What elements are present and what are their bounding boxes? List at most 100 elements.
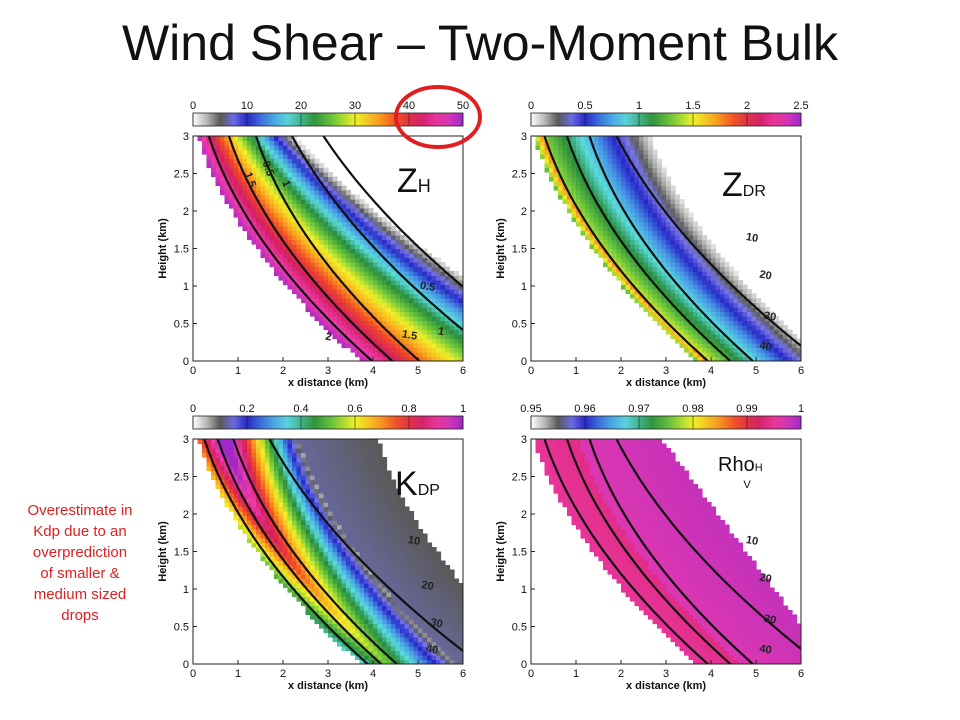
field-cell xyxy=(549,167,555,173)
y-tick-label: 2.5 xyxy=(512,169,527,181)
field-cell xyxy=(724,320,730,326)
field-cell xyxy=(404,542,410,548)
field-cell xyxy=(395,520,401,526)
field-cell xyxy=(395,320,401,326)
variable-label-sub: DR xyxy=(743,183,766,200)
field-cell xyxy=(346,257,352,263)
field-cell xyxy=(391,583,397,589)
field-cell xyxy=(675,311,681,317)
field-cell xyxy=(639,226,645,232)
field-cell xyxy=(283,461,289,467)
field-cell xyxy=(373,356,379,361)
field-cell xyxy=(643,158,649,164)
field-cell xyxy=(332,208,338,214)
field-cell xyxy=(251,538,257,544)
field-cell xyxy=(670,311,676,317)
field-cell xyxy=(301,587,307,593)
field-cell xyxy=(229,488,235,494)
field-cell xyxy=(706,266,712,272)
field-cell xyxy=(350,488,356,494)
field-cell xyxy=(247,470,253,476)
field-cell xyxy=(328,578,334,584)
field-cell xyxy=(377,257,383,263)
field-cell xyxy=(283,190,289,196)
field-cell xyxy=(751,352,757,358)
field-cell xyxy=(247,226,253,232)
field-cell xyxy=(589,244,595,250)
field-cell xyxy=(377,583,383,589)
field-cell xyxy=(391,529,397,535)
field-cell xyxy=(346,226,352,232)
field-cell xyxy=(589,212,595,218)
field-cell xyxy=(355,343,361,349)
field-cell xyxy=(422,352,428,358)
field-cell xyxy=(242,452,248,458)
field-cell xyxy=(422,262,428,268)
field-cell xyxy=(377,497,383,503)
field-cell xyxy=(278,461,284,467)
field-cell xyxy=(346,587,352,593)
field-cell xyxy=(283,511,289,517)
field-cell xyxy=(373,556,379,562)
colorbar xyxy=(192,112,464,127)
field-cell xyxy=(630,235,636,241)
field-cell xyxy=(364,533,370,539)
field-cell xyxy=(715,352,721,358)
field-cell xyxy=(751,316,757,322)
field-cell xyxy=(445,293,451,299)
field-cell xyxy=(607,167,613,173)
field-cell xyxy=(292,592,298,598)
field-cell xyxy=(314,262,320,268)
field-cell xyxy=(449,592,455,598)
field-cell xyxy=(400,628,406,634)
field-cell xyxy=(445,628,451,634)
field-cell xyxy=(386,479,392,485)
field-cell xyxy=(445,347,451,353)
field-cell xyxy=(364,479,370,485)
contour-label: 40 xyxy=(425,643,439,657)
field-cell xyxy=(445,601,451,607)
field-cell xyxy=(337,479,343,485)
field-cell xyxy=(400,655,406,661)
field-cell xyxy=(652,275,658,281)
field-cell xyxy=(269,167,275,173)
field-cell xyxy=(670,212,676,218)
field-cell xyxy=(440,605,446,611)
field-cell xyxy=(395,493,401,499)
field-cell xyxy=(355,614,361,620)
field-cell xyxy=(337,190,343,196)
field-cell xyxy=(711,352,717,358)
field-cell xyxy=(404,587,410,593)
field-cell xyxy=(359,452,365,458)
field-cell xyxy=(765,311,771,317)
field-cell xyxy=(368,547,374,553)
field-cell xyxy=(260,194,266,200)
field-cell xyxy=(301,212,307,218)
field-cell xyxy=(206,154,212,160)
field-cell xyxy=(661,311,667,317)
field-cell xyxy=(377,239,383,245)
field-cell xyxy=(413,601,419,607)
field-cell xyxy=(355,311,361,317)
field-cell xyxy=(359,448,365,454)
field-cell xyxy=(567,181,573,187)
field-cell xyxy=(639,289,645,295)
field-cell xyxy=(427,347,433,353)
field-cell xyxy=(634,163,640,169)
field-cell xyxy=(603,257,609,263)
field-cell xyxy=(373,592,379,598)
field-cell xyxy=(679,253,685,259)
field-cell xyxy=(301,466,307,472)
field-cell xyxy=(292,172,298,178)
field-cell xyxy=(386,605,392,611)
field-cell xyxy=(657,239,663,245)
field-cell xyxy=(724,325,730,331)
field-cell xyxy=(328,515,334,521)
field-cell xyxy=(400,347,406,353)
field-cell xyxy=(373,623,379,629)
field-cell xyxy=(319,185,325,191)
field-cell xyxy=(639,248,645,254)
field-cell xyxy=(319,596,325,602)
field-cell xyxy=(355,488,361,494)
field-cell xyxy=(301,461,307,467)
